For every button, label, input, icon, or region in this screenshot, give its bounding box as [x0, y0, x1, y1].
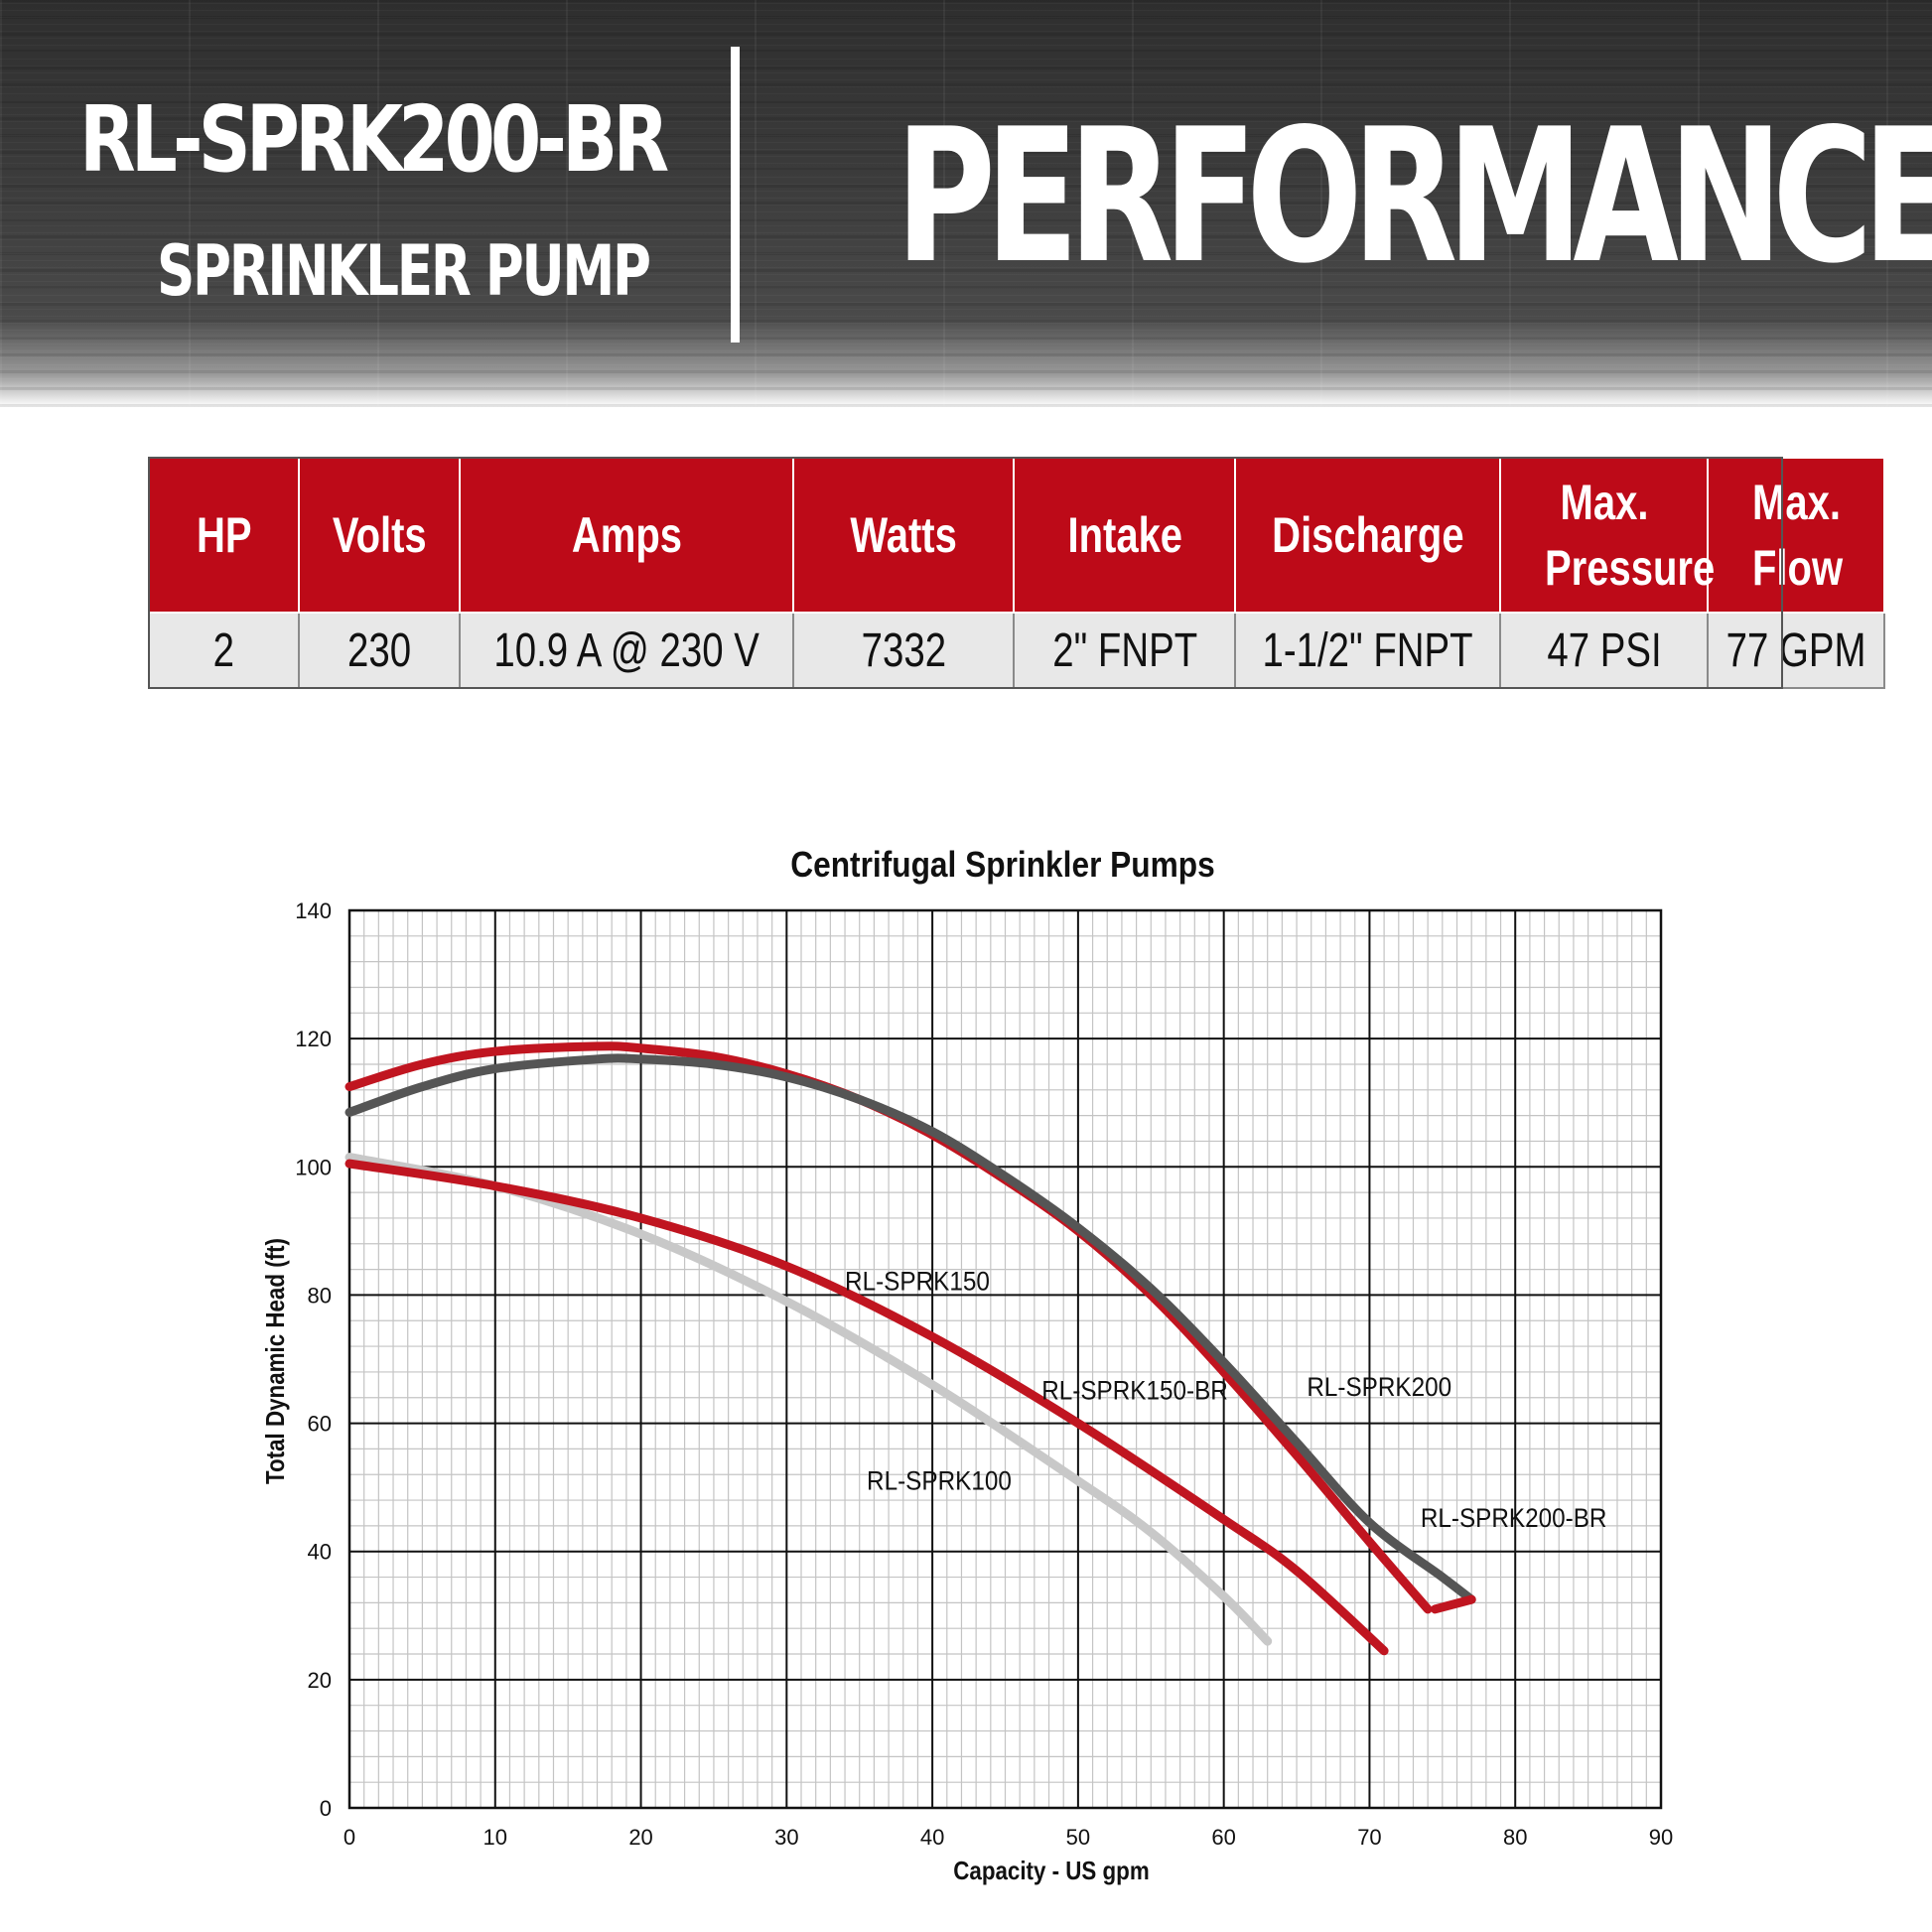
x-tick-label: 60	[1211, 1825, 1235, 1850]
header-max-flow: Max. Flow	[1707, 457, 1886, 614]
x-tick-label: 0	[344, 1825, 355, 1850]
header-max-pressure-label: Max. Pressure	[1544, 475, 1716, 596]
value-hp-text: 2	[212, 623, 235, 677]
y-tick-label: 40	[308, 1540, 332, 1565]
curve-label: RL-SPRK150	[845, 1267, 990, 1296]
curve-label: RL-SPRK200-BR	[1421, 1504, 1607, 1533]
y-tick-label: 0	[320, 1796, 332, 1821]
value-max-pressure-text: 47 PSI	[1547, 623, 1662, 677]
header-volts-label: Volts	[332, 507, 427, 563]
x-tick-label: 20	[628, 1825, 652, 1850]
value-max-flow: 77 GPM	[1707, 612, 1886, 689]
value-volts: 230	[298, 612, 461, 689]
header-amps-label: Amps	[571, 507, 682, 563]
header-intake-label: Intake	[1066, 507, 1182, 563]
x-tick-label: 10	[483, 1825, 507, 1850]
y-tick-label: 120	[295, 1027, 332, 1051]
chart-title: Centrifugal Sprinkler Pumps	[790, 845, 1215, 885]
value-amps-text: 10.9 A @ 230 V	[493, 623, 759, 677]
header-max-flow-label: Max. Flow	[1752, 475, 1844, 596]
y-tick-label: 60	[308, 1412, 332, 1437]
header-discharge: Discharge	[1234, 457, 1502, 614]
value-intake: 2" FNPT	[1013, 612, 1237, 689]
header-watts-label: Watts	[850, 507, 958, 563]
value-watts-text: 7332	[861, 623, 947, 677]
tick-labels: 0 10 20 30 40 50 60 70 80 90 0 20 40 60 80 100 120 140	[295, 898, 1673, 1850]
series-line-rl-sprk200-br	[1430, 1594, 1476, 1614]
header-divider	[731, 47, 740, 343]
product-subtitle: SPRINKLER PUMP	[157, 230, 651, 312]
x-tick-label: 80	[1503, 1825, 1527, 1850]
header-hp: HP	[148, 457, 300, 614]
header-intake: Intake	[1013, 457, 1237, 614]
x-axis-label: Capacity - US gpm	[953, 1857, 1149, 1885]
curve-label: RL-SPRK200	[1307, 1373, 1451, 1402]
value-discharge: 1-1/2" FNPT	[1234, 612, 1502, 689]
header-volts: Volts	[298, 457, 461, 614]
x-tick-label: 70	[1357, 1825, 1381, 1850]
curve-label: RL-SPRK100	[867, 1467, 1012, 1496]
x-tick-label: 50	[1066, 1825, 1090, 1850]
spec-header-row: HP Volts Amps Watts Intake Discharge Max…	[148, 457, 1886, 614]
value-hp: 2	[148, 612, 300, 689]
header-watts: Watts	[792, 457, 1016, 614]
performance-chart: 0 10 20 30 40 50 60 70 80 90 0 20 40 60 80 100 120 140 RL…	[261, 845, 1673, 1885]
spec-value-row: 2 230 10.9 A @ 230 V 7332 2" FNPT 1-1/2"…	[148, 612, 1886, 689]
series-line-rl-sprk200	[345, 1053, 1476, 1604]
y-tick-label: 140	[295, 898, 332, 923]
y-axis-label: Total Dynamic Head (ft)	[261, 1238, 290, 1484]
plot-frame	[347, 908, 1663, 1810]
value-watts: 7332	[792, 612, 1016, 689]
value-intake-text: 2" FNPT	[1051, 623, 1197, 677]
header-amps: Amps	[458, 457, 795, 614]
value-discharge-text: 1-1/2" FNPT	[1262, 623, 1473, 677]
header-discharge-label: Discharge	[1272, 507, 1464, 563]
spec-table: HP Volts Amps Watts Intake Discharge Max…	[148, 457, 1886, 689]
x-tick-label: 30	[774, 1825, 798, 1850]
series-line-rl-sprk150-br	[345, 1159, 1389, 1656]
model-title: RL-SPRK200-BR	[79, 86, 669, 193]
x-tick-label: 90	[1649, 1825, 1673, 1850]
y-tick-label: 20	[308, 1668, 332, 1693]
y-tick-label: 80	[308, 1283, 332, 1308]
y-tick-label: 100	[295, 1155, 332, 1179]
series-layer	[345, 1041, 1476, 1656]
header-max-pressure: Max. Pressure	[1499, 457, 1716, 614]
performance-heading: PERFORMANCE	[896, 88, 1932, 304]
header-hp-label: HP	[196, 507, 252, 563]
x-tick-label: 40	[920, 1825, 944, 1850]
value-volts-text: 230	[346, 623, 412, 677]
curve-label: RL-SPRK150-BR	[1041, 1377, 1228, 1406]
major-gridlines	[347, 908, 1663, 1810]
wood-header-banner: RL-SPRK200-BR SPRINKLER PUMP PERFORMANCE	[0, 0, 1932, 407]
curve-labels: RL-SPRK150 RL-SPRK150-BR RL-SPRK200 RL-SPRK…	[845, 1267, 1606, 1533]
value-max-flow-text: 77 GPM	[1726, 623, 1866, 677]
value-amps: 10.9 A @ 230 V	[458, 612, 795, 689]
value-max-pressure: 47 PSI	[1499, 612, 1710, 689]
